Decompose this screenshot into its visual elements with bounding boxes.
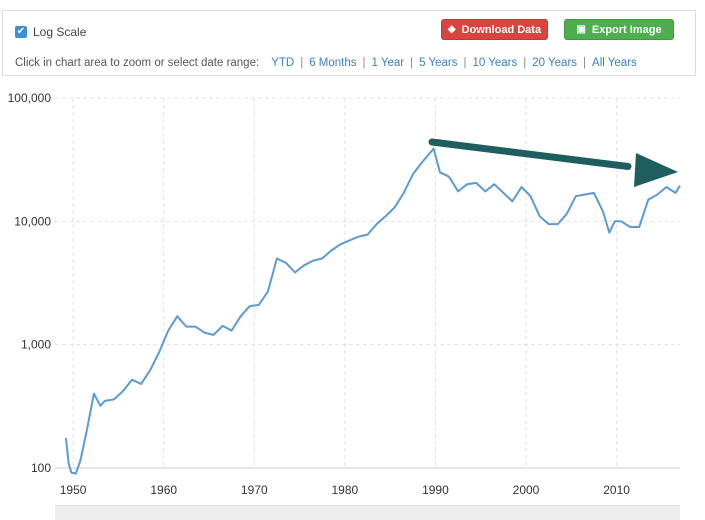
date-range-selector: Click in chart area to zoom or select da… xyxy=(15,57,637,69)
download-data-label: Download Data xyxy=(461,23,542,36)
log-scale-label: Log Scale xyxy=(33,25,87,39)
range-5-years-link[interactable]: 5 Years xyxy=(419,57,458,69)
range-20-years-link[interactable]: 20 Years xyxy=(532,57,578,69)
x-tick-label: 2000 xyxy=(513,483,540,497)
series-line xyxy=(64,147,681,475)
range-scrollbar[interactable] xyxy=(55,505,680,520)
trend-arrow-shaft xyxy=(428,138,632,170)
trend-arrow-head xyxy=(634,153,678,187)
export-image-label: Export Image xyxy=(591,23,662,36)
y-tick-label: 100,000 xyxy=(8,91,52,105)
range-1-year-link[interactable]: 1 Year xyxy=(371,57,405,69)
x-tick-label: 1950 xyxy=(60,483,87,497)
range-10-years-link[interactable]: 10 Years xyxy=(472,57,518,69)
x-tick-label: 1990 xyxy=(422,483,449,497)
x-tick-label: 1980 xyxy=(332,483,359,497)
chart-toolbar: ✔ Log Scale ◆ Download Data ▣ Export Ima… xyxy=(2,10,696,76)
y-tick-label: 10,000 xyxy=(14,214,51,228)
log-scale-toggle[interactable]: ✔ Log Scale xyxy=(15,25,86,39)
y-tick-label: 1,000 xyxy=(21,338,51,352)
export-image-button[interactable]: ▣ Export Image xyxy=(564,19,674,40)
download-data-button[interactable]: ◆ Download Data xyxy=(441,19,548,40)
download-icon: ◆ xyxy=(447,24,456,35)
x-tick-label: 1960 xyxy=(150,483,177,497)
log-line-chart[interactable]: 100 1,000 10,000 100,000 1950 1960 1970 1980 199… xyxy=(0,80,705,505)
range-all-years-link[interactable]: All Years xyxy=(592,57,637,69)
range-prompt: Click in chart area to zoom or select da… xyxy=(15,57,260,69)
image-icon: ▣ xyxy=(576,24,586,35)
y-tick-label: 100 xyxy=(31,461,51,475)
range-ytd-link[interactable]: YTD xyxy=(271,57,295,69)
checkbox-checked-icon[interactable]: ✔ xyxy=(15,26,27,38)
x-tick-label: 1970 xyxy=(241,483,268,497)
range-6-months-link[interactable]: 6 Months xyxy=(309,57,357,69)
x-tick-label: 2010 xyxy=(603,483,630,497)
